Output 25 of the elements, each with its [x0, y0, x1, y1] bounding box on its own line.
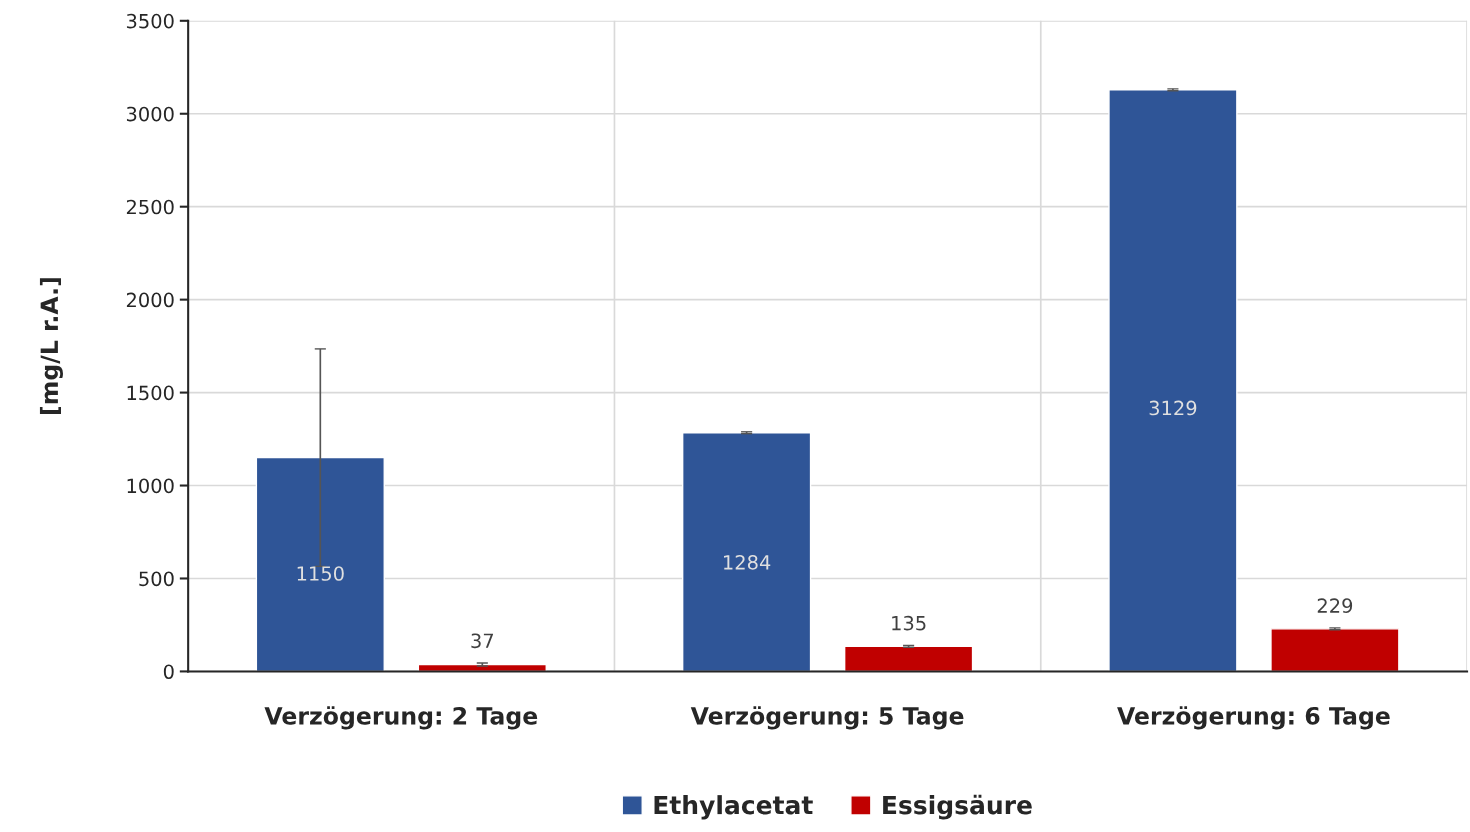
bar — [1270, 628, 1400, 672]
data-label: 1284 — [724, 554, 771, 570]
x-tick-label: Verzögerung: 2 Tage — [264, 706, 538, 730]
y-tick-label: 1000 — [127, 478, 174, 494]
y-tick-label: 3000 — [126, 106, 174, 122]
y-tick-label: 2500 — [126, 199, 174, 215]
y-tick-label: 2000 — [126, 292, 174, 308]
data-label: 37 — [471, 633, 494, 649]
bar — [681, 432, 812, 672]
data-label: 135 — [892, 615, 926, 631]
legend-label: Essigsäure — [883, 794, 1032, 820]
y-tick-label: 500 — [139, 571, 174, 587]
bar — [1108, 89, 1238, 672]
bar — [843, 645, 974, 672]
x-tick-label: Verzögerung: 6 Tage — [1117, 706, 1390, 730]
y-tick-label: 1500 — [127, 385, 174, 401]
y-tick-label: 3500 — [126, 13, 174, 29]
data-label: 229 — [1317, 598, 1353, 613]
legend-label: Ethylacetat — [654, 795, 813, 820]
y-tick-label: 0 — [163, 664, 174, 680]
data-label: 1150 — [297, 566, 344, 581]
y-axis-title: [mg/L r.A.] — [39, 278, 63, 415]
x-tick-label: Verzögerung: 5 Tage — [690, 706, 964, 730]
data-label: 3129 — [1149, 400, 1197, 416]
bar — [255, 456, 385, 672]
